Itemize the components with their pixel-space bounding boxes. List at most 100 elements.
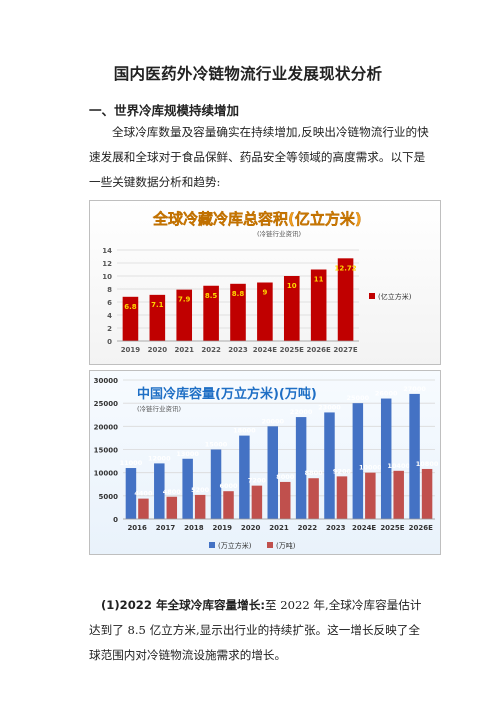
chart-title: 全球冷藏冷库总容积(亿立方米) [152,210,362,228]
x-tick-label: 2022 [201,346,221,354]
y-tick-label: 2 [107,325,112,333]
chart-subtitle: (冷链行业资讯) [257,229,301,238]
data-label: 7200 [248,477,267,485]
data-label: 20000 [261,417,284,425]
data-label: 4800 [163,488,182,496]
bar [125,468,137,519]
data-label: 15000 [205,441,228,449]
point1-paragraph: (1)2022 年全球冷库容量增长:至 2022 年,全球冷库容量估计达到了 8… [89,593,429,668]
china-cold-storage-chart: 0 5000 10000 15000 20000 25000 30000 中国冷库容量(万立方… [89,370,441,555]
data-label: 6.8 [124,303,137,311]
x-tick-label: 2020 [148,346,168,354]
bar [194,494,206,519]
x-tick-label: 2019 [121,346,141,354]
bar [421,468,433,519]
data-label: 26000 [375,390,398,398]
bar [149,294,166,341]
data-label: 10000 [359,464,382,472]
x-tick-label: 2026E [409,524,433,532]
x-tick-label: 2016 [127,524,147,532]
bar [166,496,178,519]
bar [280,481,291,519]
bar [308,478,319,519]
x-tick-label: 2027E [333,346,357,354]
bar [122,296,139,341]
point1-text: 至 2022 年,全球冷库容量估计达到了 8.5 亿立方米,显示出行业的持续扩张… [89,598,422,662]
x-tick-label: 2019 [213,524,233,532]
data-label: 7.1 [151,301,164,309]
bar [267,426,278,519]
bar [203,285,219,341]
y-tick-label: 15000 [94,447,118,455]
legend-label: (万立方米) [218,541,252,550]
bar [352,403,364,519]
legend-swatch [369,293,375,299]
x-tick-label: 2025E [280,346,304,354]
bar [336,476,348,519]
legend-swatch [209,542,215,548]
data-label: 9 [262,289,267,297]
bar [230,283,246,341]
bar [324,412,335,519]
bar [310,269,327,341]
bar [182,458,193,519]
x-tick-label: 2022 [298,524,318,532]
data-label: 10 [287,282,297,290]
data-label: 25000 [347,394,370,402]
x-tick-label: 2021 [174,346,194,354]
data-label: 8.5 [205,292,218,300]
y-tick-label: 10000 [94,470,118,478]
data-label: 11000 [120,459,143,467]
y-tick-label: 6 [107,299,112,307]
data-label: 8800 [305,469,324,477]
chart-subtitle: (冷链行业资讯) [137,404,181,413]
y-tick-label: 12 [102,260,112,268]
global-cold-storage-chart: 0 2 4 6 8 10 12 14 全球冷藏冷库总容积(亿立方米)(冷链行业资讯) 2019 6.… [89,200,441,365]
data-label: 4400 [134,490,153,498]
bar [365,472,376,519]
bar [409,393,420,519]
bar [251,485,263,519]
chart-title: 中国冷库容量(万立方米)(万吨) [137,386,317,402]
y-tick-label: 8 [107,286,112,294]
data-label: 18000 [233,427,256,435]
y-tick-label: 4 [107,312,112,320]
x-tick-label: 2018 [184,524,204,532]
x-tick-label: 2021 [269,524,289,532]
bar [337,258,354,341]
legend-swatch [267,542,273,548]
bar [138,498,149,519]
data-label: 9200 [333,467,352,475]
document-title: 国内医药外冷链物流行业发展现状分析 [113,65,383,83]
bar [154,463,165,519]
y-tick-label: 14 [102,247,112,255]
bar [176,289,193,341]
x-tick-label: 2024E [253,346,277,354]
y-tick-label: 0 [107,338,112,346]
y-tick-label: 20000 [94,423,118,431]
data-label: 10400 [387,462,410,470]
x-tick-label: 2017 [156,524,176,532]
bar [380,398,392,519]
bar [283,276,300,341]
data-label: 5200 [191,486,210,494]
data-label: 12.72 [334,264,356,272]
bar [257,282,273,341]
bar [393,470,404,519]
data-label: 12000 [148,454,171,462]
data-label: 22000 [290,408,313,416]
y-tick-label: 0 [113,516,118,524]
bar [295,417,307,519]
legend-label: (亿立方米) [378,292,412,301]
y-tick-label: 25000 [94,400,118,408]
data-label: 6000 [219,482,238,490]
data-label: 23000 [318,403,341,411]
bar [210,449,222,519]
x-tick-label: 2023 [326,524,346,532]
data-label: 7.9 [178,296,191,304]
bar [223,491,234,519]
section-heading: 一、世界冷库规模持续增加 [89,103,240,118]
data-label: 13000 [176,450,199,458]
y-tick-label: 30000 [94,377,118,385]
x-tick-label: 2026E [307,346,331,354]
